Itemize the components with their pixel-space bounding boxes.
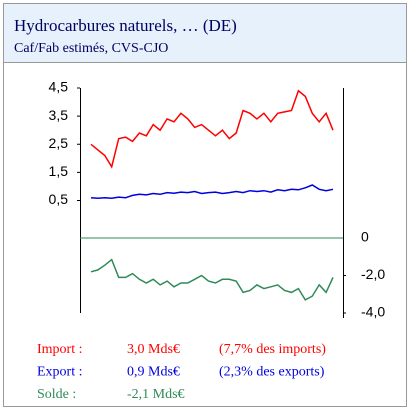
y-tick-label: 3,5 [49, 107, 69, 123]
y-tick-label: 4,5 [49, 79, 69, 95]
y-tick-label: 0,5 [49, 191, 69, 207]
legend-share: (2,3% des exports) [219, 365, 325, 380]
legend-total: 3,0 Mds€ [127, 342, 180, 357]
legend-total: -2,1 Mds€ [127, 387, 185, 402]
header-bg [4, 4, 406, 62]
chart-subtitle: Caf/Fab estimés, CVS-CJO [14, 41, 168, 56]
legend-label: Solde : [37, 387, 76, 402]
y2-tick-label: 0 [361, 229, 369, 245]
y-tick-label: 2,5 [49, 135, 69, 151]
y2-tick-label: -4,0 [361, 304, 385, 320]
y-tick-label: 1,5 [49, 163, 69, 179]
legend-label: Export : [37, 365, 83, 380]
series-line [90, 89, 334, 169]
legend-label: Import : [37, 342, 83, 357]
chart-title: Hydrocarbures naturels, … (DE) [14, 16, 237, 35]
y2-tick-label: -2,0 [361, 266, 385, 282]
series-line [90, 258, 334, 301]
legend-total: 0,9 Mds€ [127, 365, 180, 380]
frame [3, 3, 407, 407]
legend-share: (7,7% des imports) [219, 342, 326, 357]
series-line [90, 184, 334, 200]
